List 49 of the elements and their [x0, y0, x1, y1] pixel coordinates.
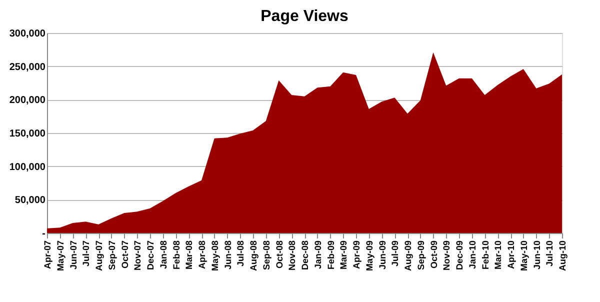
- x-tick-label: Mar-08: [184, 240, 194, 270]
- x-tick-label: Mar-09: [338, 240, 349, 270]
- x-tick-label: Jul-07: [81, 240, 92, 267]
- y-tick-label: 100,000: [9, 162, 46, 173]
- x-tick-label: Apr-07: [42, 240, 52, 270]
- x-tick-label: Jul-09: [390, 240, 400, 267]
- x-tick-label: Feb-09: [326, 240, 336, 270]
- x-tick-label: Jun-07: [68, 240, 78, 270]
- x-tick-label: Nov-08: [287, 240, 298, 271]
- y-tick-label: 200,000: [9, 95, 46, 106]
- x-tick-label: Feb-10: [480, 240, 490, 270]
- y-tick-label: 50,000: [14, 195, 46, 206]
- x-tick-label: Nov-09: [442, 240, 452, 271]
- x-tick-label: Oct-08: [274, 240, 284, 269]
- x-tick-label: Aug-08: [248, 240, 258, 272]
- x-tick-label: May-07: [55, 240, 66, 272]
- x-tick-label: Oct-09: [428, 240, 439, 269]
- x-tick-label: Aug-07: [94, 240, 104, 272]
- x-tick-label: Apr-09: [352, 240, 362, 270]
- x-tick-label: May-09: [364, 240, 374, 272]
- x-tick-label: Dec-07: [146, 240, 156, 270]
- x-tick-label: Aug-10: [558, 240, 568, 272]
- x-tick-label: Nov-07: [132, 240, 143, 271]
- x-tick-label: Dec-09: [454, 240, 464, 270]
- x-tick-label: Jul-08: [236, 240, 246, 267]
- x-tick-label: Jul-10: [544, 240, 555, 267]
- y-tick-label: 150,000: [9, 128, 46, 140]
- x-tick-label: Feb-08: [171, 240, 182, 270]
- x-tick-label: Aug-09: [403, 240, 413, 272]
- y-tick-label: 300,000: [9, 28, 46, 40]
- x-tick-label: Oct-07: [120, 240, 130, 269]
- chart-title: Page Views: [260, 8, 348, 25]
- x-tick-label: Jan-09: [312, 240, 323, 270]
- x-tick-label: Jan-08: [158, 240, 168, 270]
- x-tick-label: Jun-10: [532, 240, 542, 270]
- x-tick-label: Sep-07: [106, 240, 117, 270]
- x-tick-label: Apr-10: [506, 240, 516, 270]
- x-tick-label: Mar-10: [493, 240, 504, 270]
- x-tick-label: Jun-09: [377, 240, 388, 270]
- y-tick-label: -: [42, 228, 46, 240]
- y-tick-label: 250,000: [9, 62, 46, 73]
- x-tick-label: Jun-08: [222, 240, 233, 270]
- x-tick-label: Apr-08: [197, 240, 207, 270]
- x-tick-label: Sep-08: [261, 240, 272, 270]
- x-tick-label: Jan-10: [467, 240, 478, 270]
- x-tick-label: Dec-08: [300, 240, 310, 270]
- x-tick-label: May-10: [518, 240, 529, 272]
- x-tick-label: Sep-09: [416, 240, 426, 270]
- x-tick-label: May-08: [210, 240, 220, 272]
